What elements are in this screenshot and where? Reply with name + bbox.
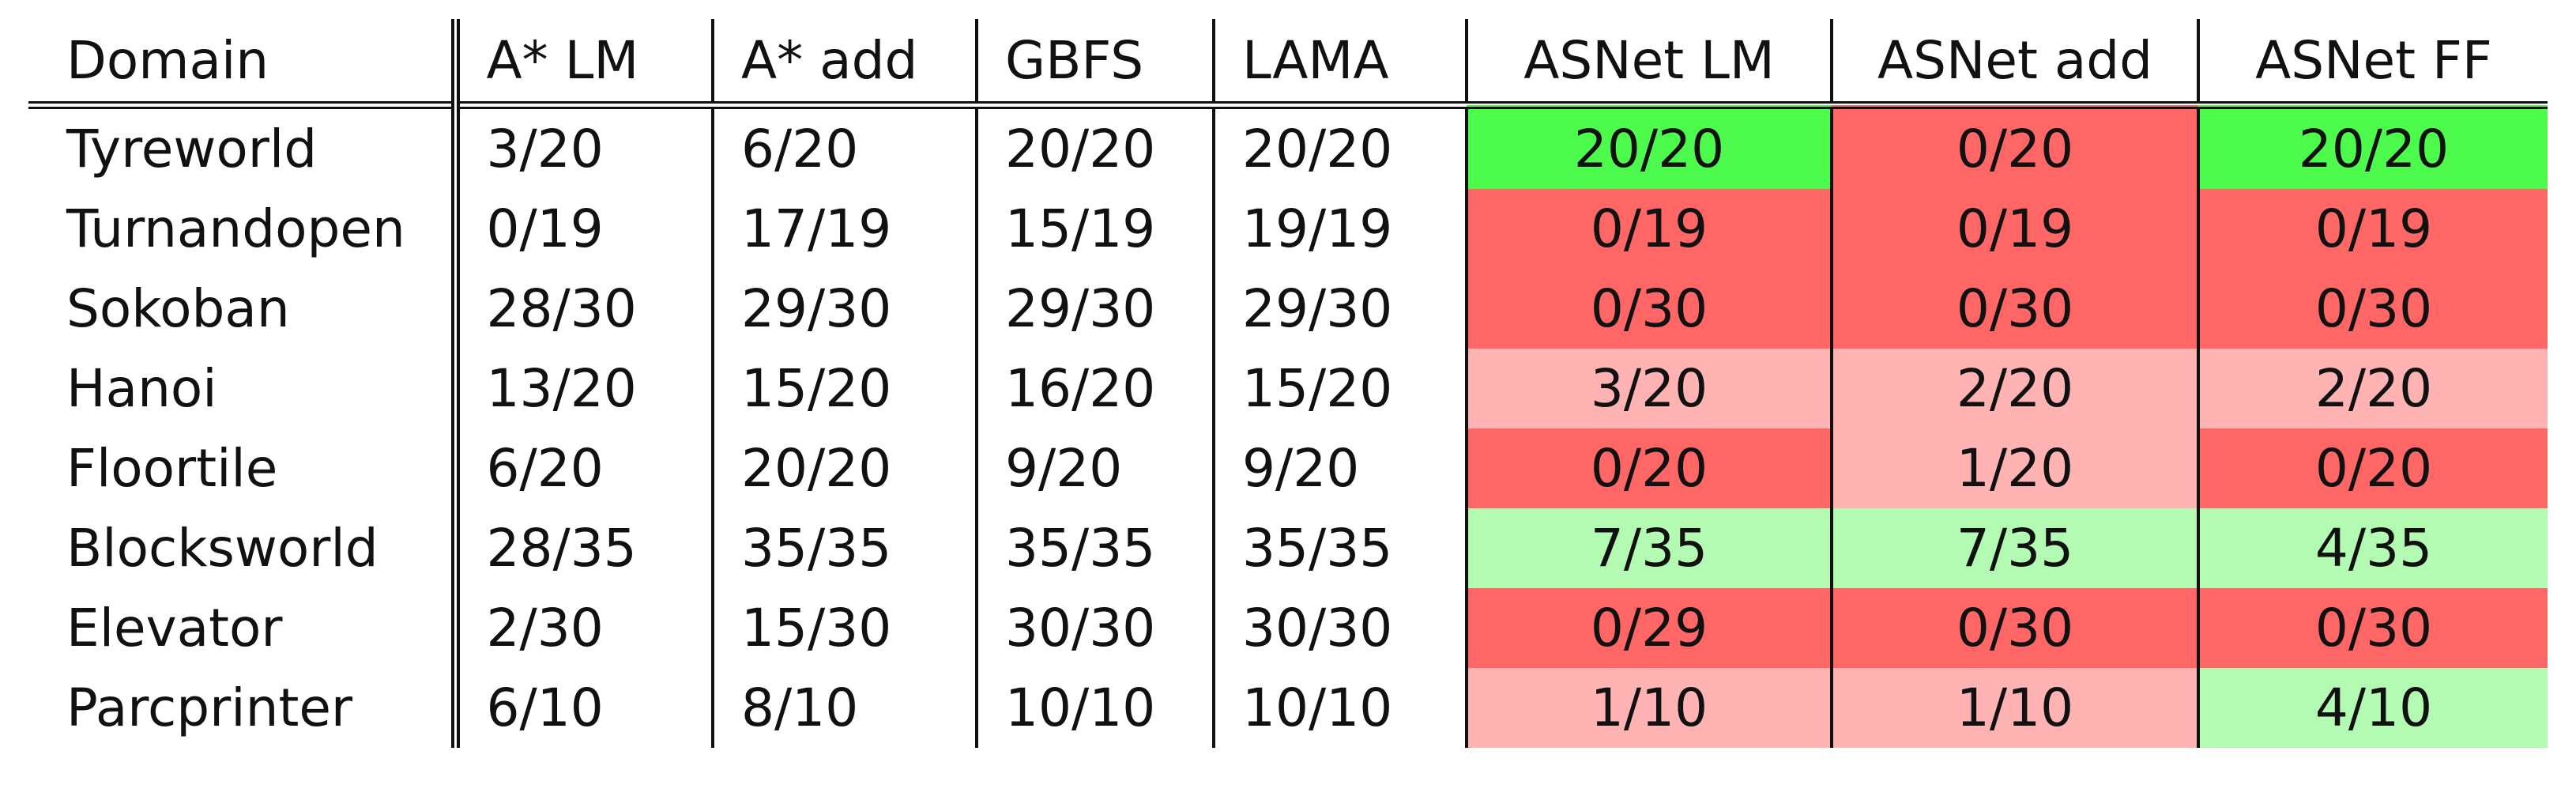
asnet-add-cell: 1/20 — [1830, 428, 2198, 508]
header-asnet-ff: ASNet FF — [2197, 19, 2548, 105]
asnet-add-cell: 0/20 — [1830, 105, 2198, 189]
asnet-add-cell: 7/35 — [1830, 508, 2198, 588]
astar-add-cell: 29/30 — [711, 269, 977, 349]
table-row: Blocksworld 28/35 35/35 35/35 35/35 7/35 7/35 4… — [28, 508, 2548, 588]
header-asnet-lm: ASNet LM — [1465, 19, 1832, 105]
asnet-add-cell: 1/10 — [1830, 668, 2198, 748]
astar-lm-cell: 28/30 — [450, 269, 713, 349]
asnet-lm-cell: 20/20 — [1465, 105, 1832, 189]
astar-add-cell: 6/20 — [711, 105, 977, 189]
astar-add-cell: 17/19 — [711, 189, 977, 269]
lama-cell: 15/20 — [1212, 349, 1467, 428]
astar-add-cell: 20/20 — [711, 428, 977, 508]
gbfs-cell: 9/20 — [975, 428, 1214, 508]
domain-cell: Parcprinter — [66, 677, 353, 738]
asnet-lm-cell: 0/19 — [1465, 189, 1832, 269]
asnet-ff-cell: 0/30 — [2197, 269, 2548, 349]
asnet-lm-cell: 7/35 — [1465, 508, 1832, 588]
astar-lm-cell: 3/20 — [450, 105, 713, 189]
domain-cell: Tyreworld — [66, 119, 318, 179]
table-row: Turnandopen 0/19 17/19 15/19 19/19 0/19 0/19 0/… — [28, 189, 2548, 269]
asnet-lm-cell: 0/29 — [1465, 588, 1832, 668]
header-domain: Domain — [66, 29, 269, 91]
asnet-ff-cell: 0/30 — [2197, 588, 2548, 668]
header-gbfs: GBFS — [975, 19, 1214, 105]
lama-cell: 20/20 — [1212, 105, 1467, 189]
asnet-lm-cell: 1/10 — [1465, 668, 1832, 748]
table-row: Elevator 2/30 15/30 30/30 30/30 0/29 0/30 0/30 — [28, 588, 2548, 668]
astar-add-cell: 15/30 — [711, 588, 977, 668]
astar-lm-cell: 2/30 — [450, 588, 713, 668]
header-asnet-add: ASNet add — [1830, 19, 2198, 105]
gbfs-cell: 20/20 — [975, 105, 1214, 189]
astar-lm-cell: 6/20 — [450, 428, 713, 508]
table-row: Floortile 6/20 20/20 9/20 9/20 0/20 1/20 0/20 — [28, 428, 2548, 508]
header-lama: LAMA — [1212, 19, 1467, 105]
gbfs-cell: 30/30 — [975, 588, 1214, 668]
asnet-add-cell: 2/20 — [1830, 349, 2198, 428]
asnet-lm-cell: 0/20 — [1465, 428, 1832, 508]
table-row: Tyreworld 3/20 6/20 20/20 20/20 20/20 0/20 20/2… — [28, 105, 2548, 189]
gbfs-cell: 16/20 — [975, 349, 1214, 428]
astar-lm-cell: 13/20 — [450, 349, 713, 428]
header-astar-lm: A* LM — [450, 19, 713, 105]
header-astar-add: A* add — [711, 19, 977, 105]
asnet-add-cell: 0/30 — [1830, 269, 2198, 349]
lama-cell: 35/35 — [1212, 508, 1467, 588]
asnet-ff-cell: 4/35 — [2197, 508, 2548, 588]
astar-add-cell: 8/10 — [711, 668, 977, 748]
gbfs-cell: 10/10 — [975, 668, 1214, 748]
table-row: Hanoi 13/20 15/20 16/20 15/20 3/20 2/20 2/20 — [28, 349, 2548, 428]
astar-lm-cell: 6/10 — [450, 668, 713, 748]
domain-cell: Hanoi — [66, 358, 217, 419]
gbfs-cell: 35/35 — [975, 508, 1214, 588]
domain-cell: Floortile — [66, 438, 278, 499]
header-row: Domain A* LM A* add GBFS LAMA ASNet LM A… — [28, 19, 2548, 105]
asnet-add-cell: 0/19 — [1830, 189, 2198, 269]
astar-lm-cell: 0/19 — [450, 189, 713, 269]
asnet-lm-cell: 0/30 — [1465, 269, 1832, 349]
asnet-ff-cell: 0/19 — [2197, 189, 2548, 269]
astar-add-cell: 35/35 — [711, 508, 977, 588]
lama-cell: 30/30 — [1212, 588, 1467, 668]
lama-cell: 10/10 — [1212, 668, 1467, 748]
lama-cell: 19/19 — [1212, 189, 1467, 269]
domain-cell: Elevator — [66, 598, 283, 658]
lama-cell: 29/30 — [1212, 269, 1467, 349]
astar-add-cell: 15/20 — [711, 349, 977, 428]
domain-cell: Turnandopen — [66, 198, 405, 259]
table-row: Sokoban 28/30 29/30 29/30 29/30 0/30 0/30 0/30 — [28, 269, 2548, 349]
asnet-ff-cell: 4/10 — [2197, 668, 2548, 748]
gbfs-cell: 15/19 — [975, 189, 1214, 269]
gbfs-cell: 29/30 — [975, 269, 1214, 349]
lama-cell: 9/20 — [1212, 428, 1467, 508]
domain-cell: Sokoban — [66, 278, 290, 339]
asnet-ff-cell: 0/20 — [2197, 428, 2548, 508]
domain-cell: Blocksworld — [66, 518, 378, 579]
astar-lm-cell: 28/35 — [450, 508, 713, 588]
asnet-ff-cell: 20/20 — [2197, 105, 2548, 189]
asnet-ff-cell: 2/20 — [2197, 349, 2548, 428]
results-table: Domain A* LM A* add GBFS LAMA ASNet LM A… — [28, 19, 2548, 748]
table-body: Tyreworld 3/20 6/20 20/20 20/20 20/20 0/20 20/2… — [28, 105, 2548, 748]
table-row: Parcprinter 6/10 8/10 10/10 10/10 1/10 1/10 4/1… — [28, 668, 2548, 748]
asnet-add-cell: 0/30 — [1830, 588, 2198, 668]
asnet-lm-cell: 3/20 — [1465, 349, 1832, 428]
